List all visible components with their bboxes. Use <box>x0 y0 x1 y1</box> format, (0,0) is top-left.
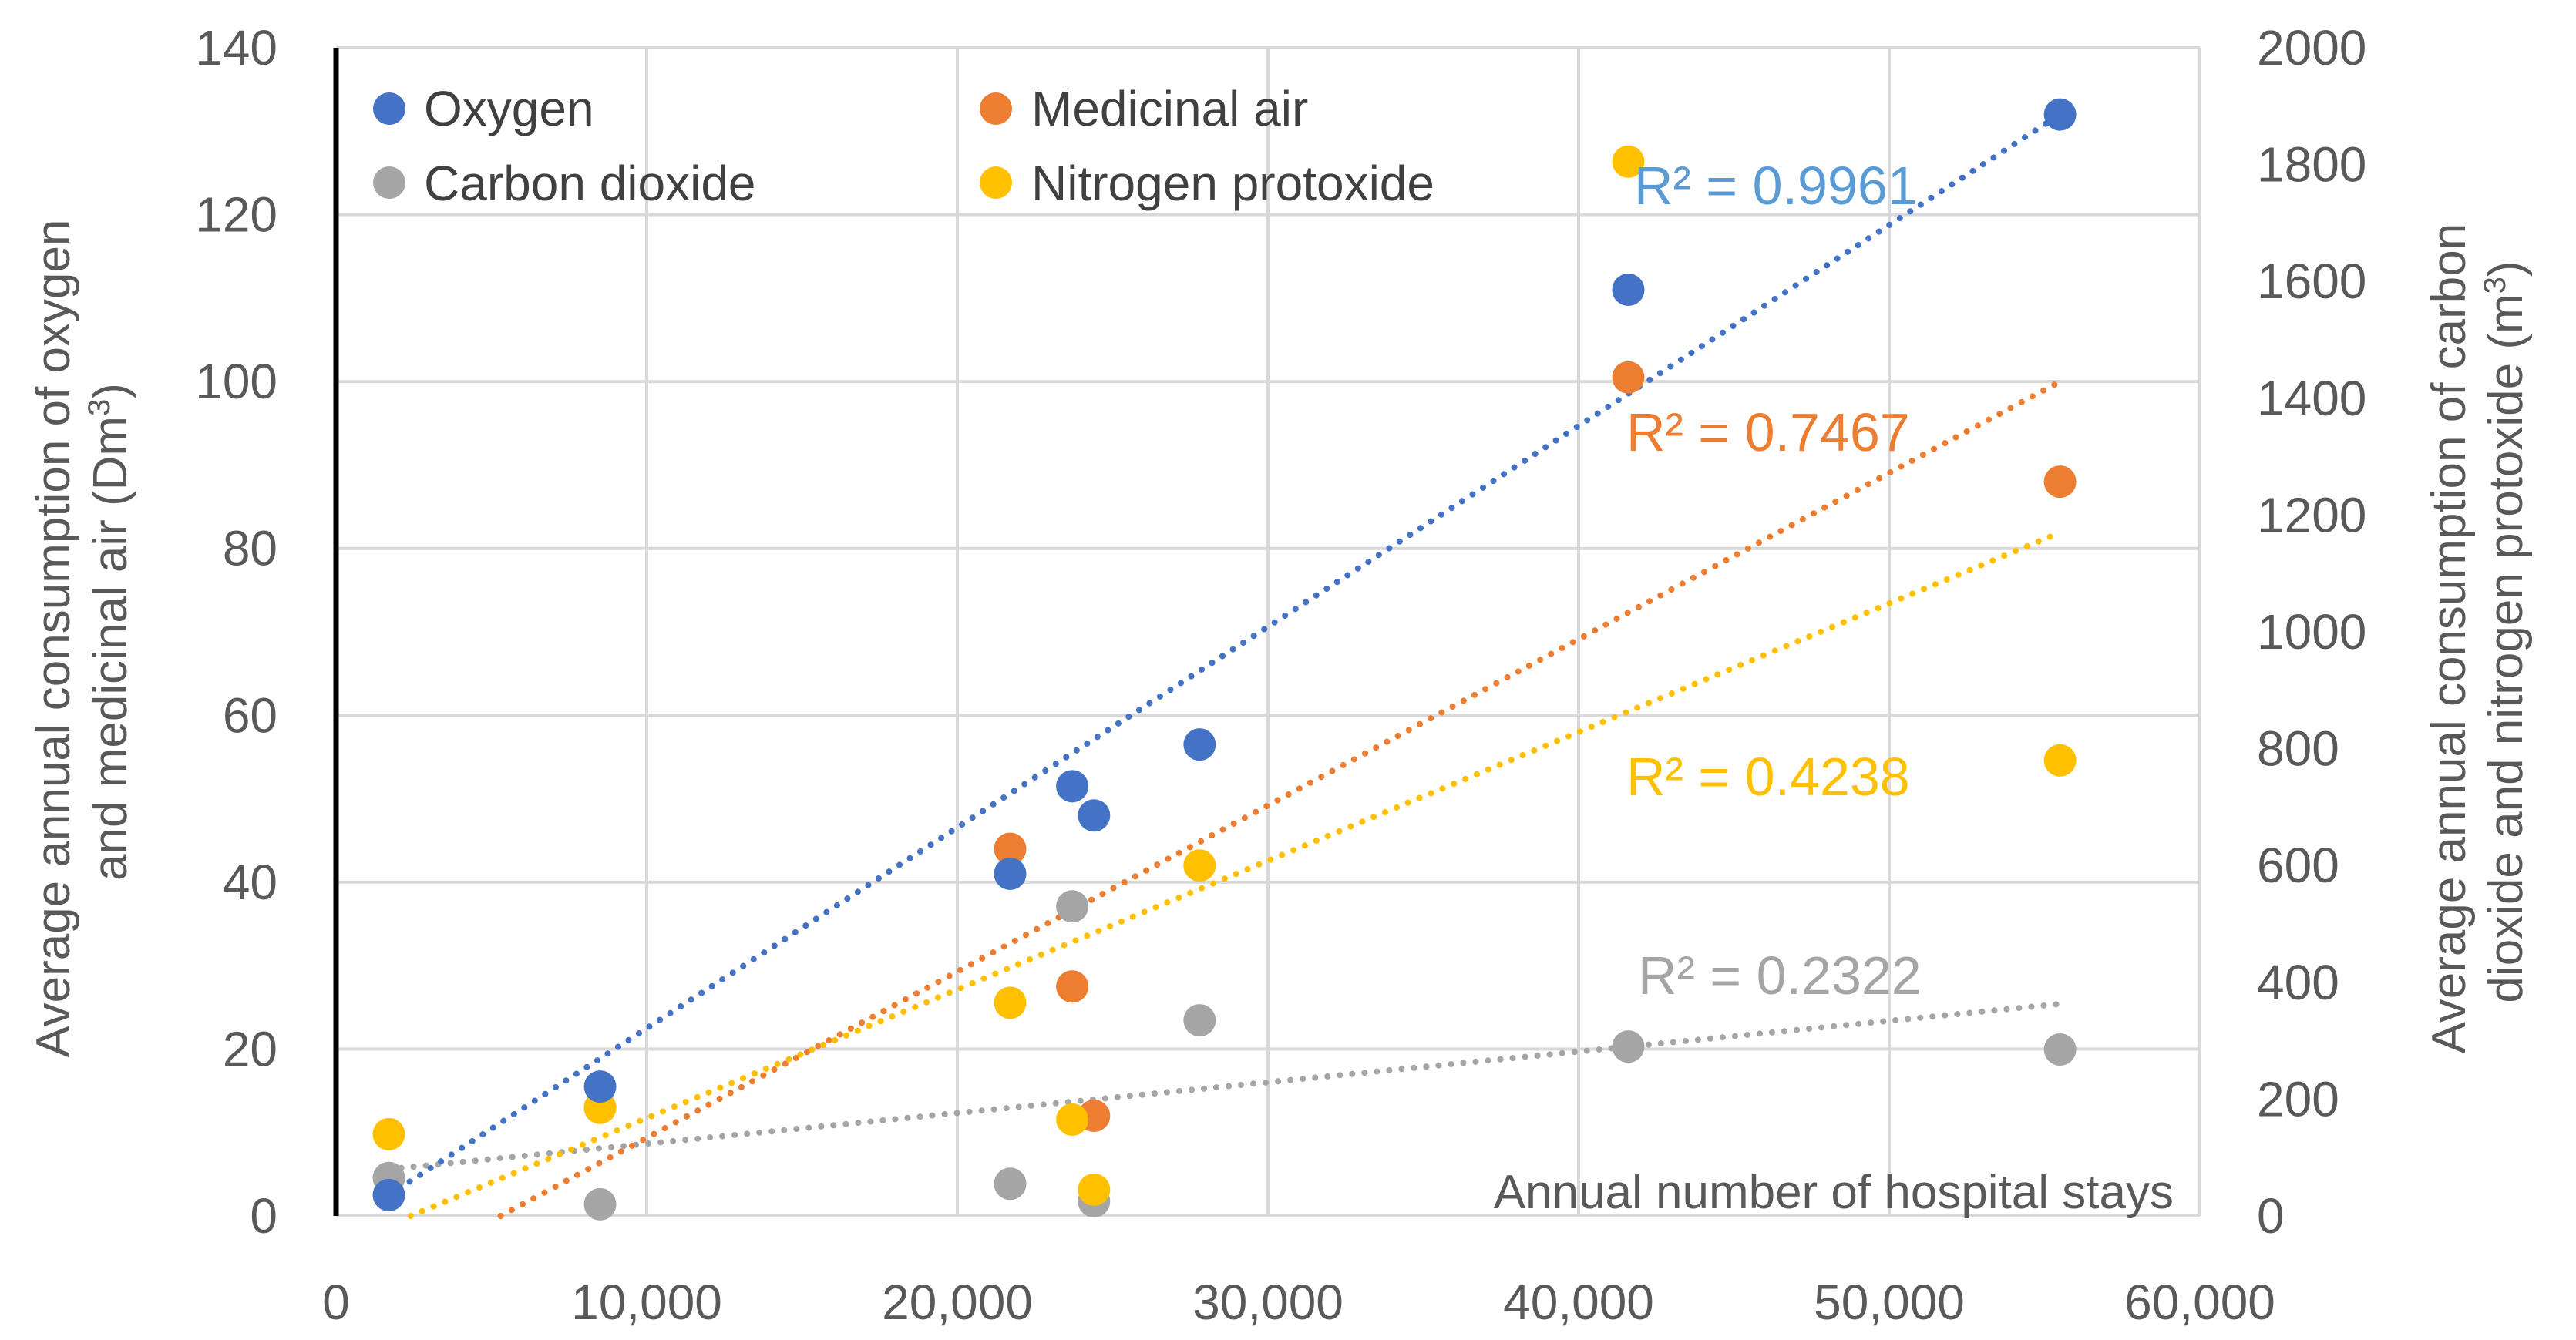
x-axis-title: Annual number of hospital stays <box>1494 1166 2174 1219</box>
r2-label-nitrogen-protoxide: R² = 0.4238 <box>1626 747 1910 807</box>
x-tick-label-0: 0 <box>322 1275 350 1330</box>
legend-label-carbon-dioxide: Carbon dioxide <box>424 156 756 211</box>
point-carbon-dioxide-6 <box>1612 1030 1645 1063</box>
point-nitrogen-protoxide-4 <box>1078 1173 1111 1206</box>
y-left-tick-label-20: 20 <box>223 1021 277 1076</box>
y-axis-right-title-close: ) <box>2480 260 2533 277</box>
point-carbon-dioxide-5 <box>1183 1004 1216 1037</box>
point-carbon-dioxide-1 <box>583 1187 617 1221</box>
point-oxygen-1 <box>583 1070 617 1103</box>
trendline-nitrogen-protoxide <box>407 529 2063 1219</box>
point-oxygen-7 <box>2043 98 2077 131</box>
trendline-carbon-dioxide <box>385 1000 2063 1173</box>
legend-marker-nitrogen-protoxide <box>980 166 1012 199</box>
trendline-oxygen <box>385 111 2063 1198</box>
point-medicinal-air-4 <box>1612 361 1645 394</box>
y-right-tick-label-1800: 1800 <box>2257 137 2366 193</box>
r2-label-medicinal-air: R² = 0.7467 <box>1626 402 1910 462</box>
r-squared-labels: R² = 0.9961 R² = 0.7467 R² = 0.4238 R² =… <box>1626 156 1922 1006</box>
y-right-tick-label-800: 800 <box>2257 721 2339 777</box>
y-axis-left-title-close: ) <box>84 383 137 399</box>
point-nitrogen-protoxide-2 <box>994 986 1027 1019</box>
x-tick-label-10000: 10,000 <box>571 1275 722 1330</box>
y-left-tick-label-80: 80 <box>223 521 277 576</box>
y-right-tick-label-1600: 1600 <box>2257 254 2366 309</box>
legend-marker-oxygen <box>373 92 405 125</box>
point-oxygen-6 <box>1612 274 1645 307</box>
y-left-tick-label-120: 120 <box>195 187 277 243</box>
point-nitrogen-protoxide-7 <box>2043 744 2077 777</box>
y-left-tick-label-60: 60 <box>223 687 277 743</box>
point-nitrogen-protoxide-5 <box>1183 849 1216 882</box>
point-medicinal-air-5 <box>2043 465 2077 499</box>
y-left-tick-label-40: 40 <box>223 855 277 910</box>
point-nitrogen-protoxide-6 <box>1612 145 1645 178</box>
y-axis-left-title-line-1: Average annual consumption of oxygen <box>27 220 80 1058</box>
r2-label-carbon-dioxide: R² = 0.2322 <box>1638 945 1922 1006</box>
y-right-tick-label-0: 0 <box>2257 1188 2285 1244</box>
trendlines <box>385 111 2063 1219</box>
y-right-tick-label-1000: 1000 <box>2257 604 2366 660</box>
y-axis-right-title-superscript: 3 <box>2478 277 2512 294</box>
point-oxygen-0 <box>372 1178 405 1211</box>
point-oxygen-4 <box>1078 799 1111 832</box>
point-oxygen-5 <box>1183 728 1216 761</box>
point-medicinal-air-1 <box>994 832 1027 865</box>
y-left-tick-label-140: 140 <box>195 20 277 76</box>
legend: Oxygen Medicinal air Carbon dioxide Nitr… <box>373 81 1434 211</box>
y-right-tick-label-2000: 2000 <box>2257 20 2366 76</box>
y-axis-right-title-line-2: dioxide and nitrogen protoxide (m <box>2480 294 2533 1002</box>
y-right-tick-label-1200: 1200 <box>2257 487 2366 542</box>
y-right-tick-label-400: 400 <box>2257 955 2339 1010</box>
trendline-medicinal-air <box>497 378 2063 1219</box>
y-axis-right-title-line-1: Average annual consumption of carbon <box>2423 223 2476 1054</box>
gridlines <box>336 46 2201 1217</box>
y-right-tick-label-1400: 1400 <box>2257 371 2366 426</box>
point-carbon-dioxide-7 <box>2043 1033 2077 1066</box>
point-carbon-dioxide-3 <box>1056 890 1089 923</box>
y-axis-right-title: Average annual consumption of carbon dio… <box>2423 210 2533 1054</box>
y-axis-left-title-line-2: and medicinal air (Dm <box>84 416 137 881</box>
y-right-tick-label-600: 600 <box>2257 838 2339 893</box>
legend-marker-medicinal-air <box>980 92 1012 125</box>
legend-label-oxygen: Oxygen <box>424 81 594 136</box>
point-oxygen-2 <box>994 858 1027 891</box>
y-right-tick-label-200: 200 <box>2257 1071 2339 1127</box>
data-points <box>372 98 2077 1221</box>
point-carbon-dioxide-2 <box>994 1167 1027 1201</box>
x-tick-label-40000: 40,000 <box>1503 1275 1654 1330</box>
x-tick-label-30000: 30,000 <box>1192 1275 1343 1330</box>
point-medicinal-air-2 <box>1056 970 1089 1003</box>
point-nitrogen-protoxide-3 <box>1056 1103 1089 1136</box>
legend-marker-carbon-dioxide <box>373 166 405 199</box>
y-axis-left-title: Average annual consumption of oxygen and… <box>27 206 137 1057</box>
legend-label-nitrogen-protoxide: Nitrogen protoxide <box>1031 156 1434 211</box>
x-tick-label-50000: 50,000 <box>1814 1275 1965 1330</box>
point-nitrogen-protoxide-0 <box>372 1117 405 1150</box>
y-axis-left-title-superscript: 3 <box>82 399 116 416</box>
x-tick-label-20000: 20,000 <box>882 1275 1033 1330</box>
legend-label-medicinal-air: Medicinal air <box>1031 81 1308 136</box>
y-left-tick-label-0: 0 <box>250 1188 277 1244</box>
y-left-tick-label-100: 100 <box>195 354 277 409</box>
point-oxygen-3 <box>1056 770 1089 803</box>
tick-labels: 0 10,000 20,000 30,000 40,000 50,000 60,000 0 20… <box>195 20 2366 1330</box>
x-tick-label-60000: 60,000 <box>2124 1275 2275 1330</box>
r2-label-oxygen: R² = 0.9961 <box>1634 156 1918 216</box>
